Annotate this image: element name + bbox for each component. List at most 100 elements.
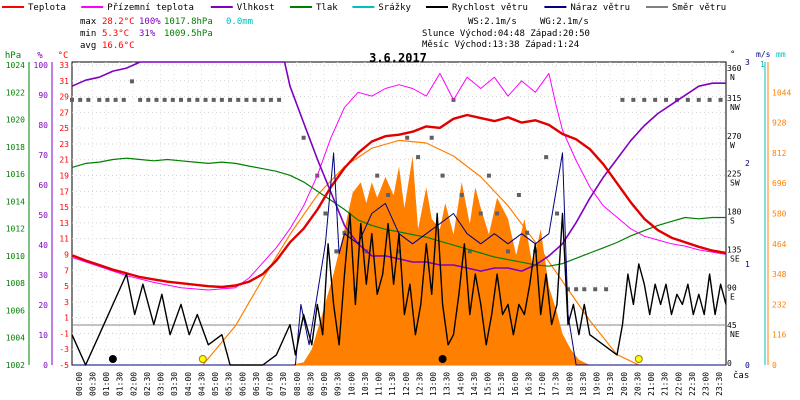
axis-x-tick: 13:30 — [443, 372, 452, 396]
wind-direction-point — [260, 97, 265, 102]
axis-wm2-tick: 1044 — [772, 88, 791, 97]
axis-x-tick: 18:00 — [565, 372, 574, 396]
axis-x-tick: 15:00 — [484, 372, 493, 396]
wind-direction-point — [203, 97, 208, 102]
stats-moon: Měsíc Východ:13:38 Západ:1:24 — [422, 40, 579, 50]
wind-direction-point — [429, 135, 434, 140]
axis-celsius-tick: 1 — [64, 314, 69, 323]
wind-direction-point — [179, 97, 183, 102]
axis-x-tick: 19:00 — [593, 372, 602, 396]
axis-x-tick: 20:30 — [633, 372, 642, 396]
wind-direction-point — [121, 97, 126, 102]
axis-celsius-tick: 5 — [64, 282, 69, 291]
wind-direction-point — [86, 97, 91, 102]
axis-celsius-tick: 3 — [64, 298, 69, 307]
axis-celsius-tick: 7 — [64, 266, 69, 275]
wind-direction-point — [70, 97, 74, 102]
stats-wg: WG:2.1m/s — [540, 17, 589, 27]
legend-label: Srážky — [378, 3, 411, 13]
temperature-line — [71, 113, 727, 289]
axis-deg-dir: SE — [730, 254, 740, 263]
clear-sky-solar-line — [202, 139, 640, 366]
wind-direction-point — [685, 97, 690, 102]
axis-deg-tick: 135 — [727, 245, 742, 254]
axis-pct-tick: 70 — [38, 151, 48, 160]
wind-direction-point — [459, 192, 464, 197]
wind-direction-point — [707, 97, 712, 102]
wind-direction-point — [301, 135, 306, 140]
axis-celsius-tick: 31 — [59, 77, 69, 86]
plot-area — [70, 61, 727, 366]
wind-direction-point — [97, 97, 102, 102]
stats-min-label: min — [80, 29, 96, 39]
axis-deg-dir: W — [730, 141, 735, 150]
wind-direction-point — [525, 230, 530, 235]
axis-wm2-tick: 464 — [772, 240, 787, 249]
axis-pct-tick: 50 — [38, 211, 48, 220]
legend-label: Vlhkost — [237, 3, 275, 13]
humidity-line — [71, 61, 726, 272]
axis-ms-tick: 2 — [745, 159, 750, 168]
axis-pct-tick: 100 — [34, 61, 49, 70]
axis-ms-tick: 1 — [745, 260, 750, 269]
wind-direction-point — [195, 97, 200, 102]
axis-x-tick: 10:00 — [347, 372, 356, 396]
axis-pct-tick: 30 — [38, 271, 48, 280]
axis-celsius-tick: 25 — [59, 124, 69, 133]
axis-x-tick: 01:30 — [116, 372, 125, 396]
axis-x-tick: 14:30 — [470, 372, 479, 396]
axis-celsius-tick: -3 — [59, 345, 69, 354]
axis-deg-dir: NE — [730, 330, 740, 339]
axis-hpa-tick: 1018 — [6, 143, 25, 152]
axis-hpa-tick: 1010 — [6, 252, 25, 261]
axis-celsius-tick: 13 — [59, 219, 69, 228]
axis-wm2-tick: 812 — [772, 149, 787, 158]
wind-direction-point — [653, 97, 658, 102]
axis-x-tick: 14:00 — [456, 372, 465, 396]
wind-direction-point — [162, 97, 167, 102]
wind-direction-point — [516, 192, 521, 197]
axis-x-tick: 05:30 — [225, 372, 234, 396]
axis-x-tick: 07:30 — [279, 372, 288, 396]
axis-ms-label: m/s — [756, 50, 771, 59]
axis-celsius-tick: 19 — [59, 172, 69, 181]
solar-radiation-area — [276, 156, 590, 365]
wind-direction-point — [565, 287, 570, 292]
axis-x-tick: 00:30 — [88, 372, 97, 396]
axis-x-tick: 03:30 — [170, 372, 179, 396]
wind-direction-point — [244, 97, 249, 102]
wind-direction-point — [696, 97, 701, 102]
wind-direction-point — [146, 97, 151, 102]
axis-x-tick: 13:00 — [429, 372, 438, 396]
wind-direction-point — [664, 97, 669, 102]
axis-celsius-tick: 23 — [59, 140, 69, 149]
legend-label: Rychlost větru — [452, 3, 528, 13]
wind-direction-point — [323, 211, 328, 216]
wind-direction-point — [252, 97, 257, 102]
legend-label: Tlak — [316, 3, 338, 13]
legend-label: Přízemní teplota — [107, 3, 194, 13]
wind-direction-point — [440, 173, 445, 178]
axis-celsius-tick: 21 — [59, 156, 69, 165]
axis-deg-dir: N — [730, 73, 735, 82]
axis-x-tick: 06:00 — [238, 372, 247, 396]
axis-x-tick: 07:00 — [266, 372, 275, 396]
axis-deg-tick: 315 — [727, 94, 742, 103]
wind-direction-point — [129, 79, 134, 84]
wind-direction-point — [277, 97, 282, 102]
wind-direction-point — [219, 97, 224, 102]
stats-block: max 28.2°C 100% 1017.8hPa 0.0mm min 5.3°… — [80, 17, 590, 51]
axis-hpa-tick: 1014 — [6, 197, 25, 206]
axis-hpa-tick: 1022 — [6, 88, 25, 97]
stats-ws: WS:2.1m/s — [468, 17, 517, 27]
axis-deg-dir: NW — [730, 103, 740, 112]
axis-x-tick: 11:30 — [388, 372, 397, 396]
axis-wm2-tick: 928 — [772, 119, 787, 128]
axis-x-tick: 12:30 — [415, 372, 424, 396]
pressure-line — [71, 157, 726, 267]
axis-x-label: čas — [733, 370, 749, 381]
axis-pct-tick: 60 — [38, 181, 48, 190]
axis-x-tick: 06:30 — [252, 372, 261, 396]
axis-hpa-tick: 1004 — [6, 334, 25, 343]
axis-mm-tick: 1 — [760, 60, 765, 69]
